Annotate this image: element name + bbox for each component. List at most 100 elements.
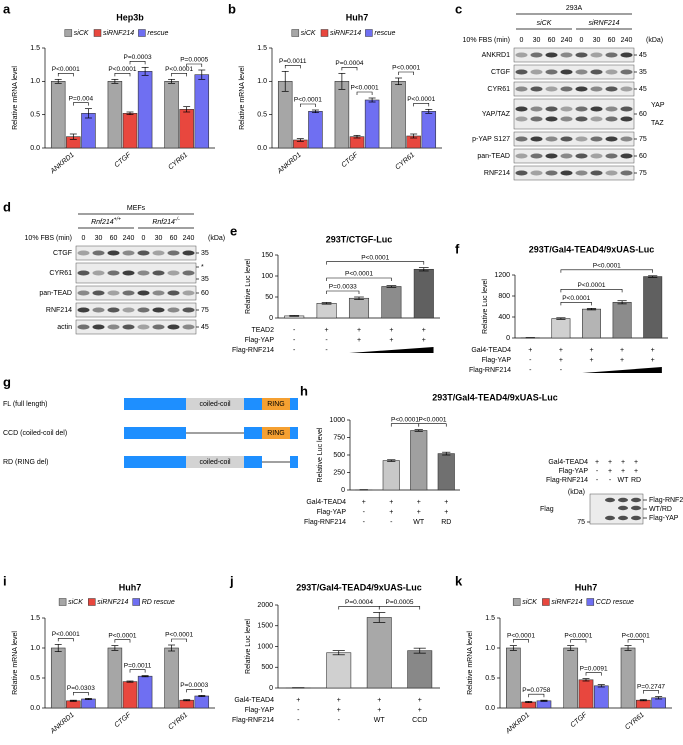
bar	[348, 297, 370, 319]
significance-bracket	[418, 423, 447, 427]
blot-band	[107, 290, 120, 296]
p-value: P=0.0004	[335, 60, 363, 67]
band-label: YAP	[651, 102, 665, 109]
blot-band	[545, 170, 558, 176]
treatment-mark: -	[363, 519, 366, 526]
blot-band	[605, 116, 618, 122]
bar	[364, 99, 380, 149]
blot-band	[590, 116, 603, 122]
p-value: P=0.0033	[329, 284, 357, 291]
lane-mark: RD	[631, 477, 641, 484]
lane-label: 240	[123, 235, 135, 242]
significance-bracket	[186, 63, 203, 67]
row-label: actin	[57, 324, 72, 331]
domain-label: coiled-coil	[199, 401, 231, 408]
p-value: P<0.0001	[392, 65, 420, 72]
marker-label: 60	[201, 290, 209, 297]
p-value: P<0.0001	[165, 66, 193, 73]
blot-band	[590, 52, 603, 58]
bar	[506, 647, 521, 709]
significance-bracket	[413, 103, 430, 107]
blot-band	[122, 290, 135, 296]
blot-band	[515, 106, 528, 112]
blot-band	[618, 497, 628, 503]
lane-label: 60	[548, 37, 556, 44]
blot-band	[605, 515, 615, 521]
blot-band	[620, 136, 633, 142]
treatment-mark: WT	[374, 717, 386, 724]
blot-band	[620, 116, 633, 122]
row-label: CYR61	[49, 270, 72, 277]
y-tick-label: 1.5	[30, 615, 40, 622]
treatment-mark: +	[377, 697, 381, 704]
blot-band	[545, 86, 558, 92]
marker-label: 35	[201, 276, 209, 283]
treatment-mark: +	[528, 347, 532, 354]
significance-bracket	[528, 693, 545, 698]
construct-label: RD (RING del)	[3, 459, 49, 466]
p-value: P<0.0001	[294, 97, 322, 104]
marker-label: 35	[639, 69, 647, 76]
y-tick-label: 1000	[257, 643, 273, 650]
blot-band	[77, 307, 90, 313]
row-label: RNF214	[46, 307, 72, 314]
bar	[563, 647, 579, 709]
treatment-mark: -	[529, 367, 532, 374]
unit-label: (kDa)	[208, 235, 225, 242]
lane-label: 0	[142, 235, 146, 242]
lane-label: 30	[533, 37, 541, 44]
y-tick-label: 50	[265, 294, 273, 301]
treatment-mark: -	[338, 717, 341, 724]
p-value: P<0.0001	[165, 632, 193, 639]
legend-swatch	[586, 598, 595, 606]
treatment-mark: +	[589, 347, 593, 354]
legend-label: CCD rescue	[596, 599, 634, 606]
marker-label: 75	[201, 307, 209, 314]
y-tick-label: 0.5	[30, 675, 40, 682]
blot-band	[530, 153, 543, 159]
panel-letter: k	[455, 573, 463, 588]
marker-label: *	[201, 264, 204, 271]
p-value: P<0.0001	[622, 632, 650, 639]
blot-band	[530, 86, 543, 92]
marker-label: 35	[201, 250, 209, 257]
treatment-label: Flag-YAP	[317, 509, 347, 516]
blot-band	[631, 505, 641, 511]
lane-mark: +	[634, 468, 638, 475]
legend-label: siCK	[74, 30, 89, 37]
group-name: Rnf214	[91, 219, 114, 226]
y-tick-label: 2000	[257, 602, 273, 609]
y-tick-label: 0	[269, 315, 273, 322]
bar	[620, 647, 636, 709]
x-tick-label: CYR61	[167, 152, 189, 172]
treatment-mark: -	[297, 707, 300, 714]
bar	[179, 699, 194, 709]
marker-label: 45	[639, 52, 647, 59]
row-label: CTGF	[53, 250, 72, 257]
significance-bracket	[560, 302, 592, 306]
y-tick-label: 0	[341, 487, 345, 494]
blot-band	[575, 136, 588, 142]
group-superscript: -/-	[175, 217, 180, 223]
lane-mark: +	[608, 459, 612, 466]
legend-swatch	[64, 29, 73, 37]
legend-swatch	[542, 598, 550, 606]
blot-band	[575, 170, 588, 176]
significance-bracket	[560, 289, 623, 293]
blot-title: MEFs	[127, 205, 146, 212]
y-axis-label: Relative Luc level	[482, 279, 489, 334]
marker-label: 45	[639, 86, 647, 93]
bar	[326, 652, 352, 689]
coiled-coil-domain	[186, 398, 244, 410]
legend-swatch	[58, 598, 67, 606]
dose-wedge	[349, 347, 434, 353]
blot-band	[152, 250, 165, 256]
significance-bracket	[171, 638, 187, 642]
treatment-mark: +	[418, 697, 422, 704]
domain-label: RING	[267, 401, 285, 408]
y-tick-label: 100	[261, 273, 273, 280]
protein-segment	[124, 427, 186, 439]
treatment-mark: +	[357, 337, 361, 344]
treatment-mark: +	[389, 327, 393, 334]
lane-label: 60	[608, 37, 616, 44]
